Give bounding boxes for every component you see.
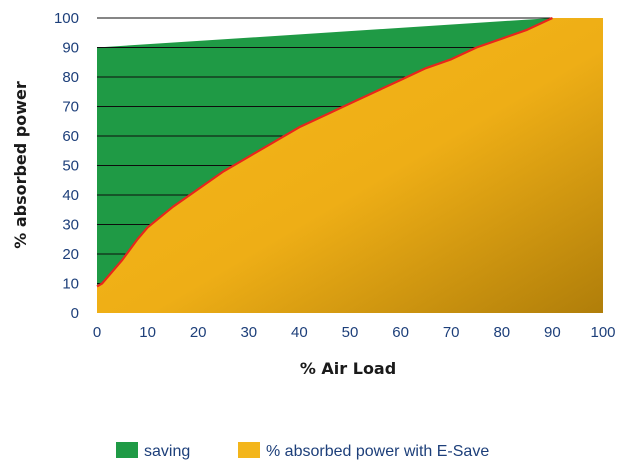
x-axis-title: % Air Load	[300, 359, 396, 378]
y-tick-label: 20	[62, 246, 79, 263]
legend-label: saving	[144, 443, 190, 460]
e-save-area	[97, 18, 603, 313]
y-tick-label: 60	[62, 128, 79, 145]
e-save-curve-line	[96, 17, 553, 288]
y-tick-label: 90	[62, 40, 79, 57]
x-tick-label: 50	[342, 324, 359, 341]
x-tick-label: 60	[392, 324, 409, 341]
y-axis-ticks: 0 10 20 30 40 50 60 70 80 90 100	[54, 10, 79, 322]
x-tick-label: 80	[493, 324, 510, 341]
x-axis-ticks: 0 10 20 30 40 50 60 70 80 90 100	[93, 324, 616, 341]
y-tick-label: 40	[62, 187, 79, 204]
gridlines	[97, 17, 553, 284]
x-tick-label: 40	[291, 324, 308, 341]
legend-swatch	[116, 442, 138, 458]
y-axis-title: % absorbed power	[11, 81, 30, 249]
y-tick-label: 30	[62, 217, 79, 234]
x-tick-label: 100	[590, 324, 615, 341]
x-tick-label: 20	[190, 324, 207, 341]
power-curve	[96, 17, 553, 288]
y-tick-label: 10	[62, 276, 79, 293]
x-tick-label: 70	[443, 324, 460, 341]
x-tick-label: 90	[544, 324, 561, 341]
x-tick-label: 10	[139, 324, 156, 341]
legend: saving % absorbed power with E-Save	[116, 442, 489, 460]
x-tick-label: 30	[240, 324, 257, 341]
y-tick-label: 0	[71, 305, 79, 322]
legend-label: % absorbed power with E-Save	[266, 443, 489, 460]
plot-area	[97, 18, 603, 313]
y-tick-label: 100	[54, 10, 79, 27]
y-tick-label: 50	[62, 158, 79, 175]
legend-swatch	[238, 442, 260, 458]
x-tick-label: 0	[93, 324, 101, 341]
y-tick-label: 70	[62, 99, 79, 116]
y-tick-label: 80	[62, 69, 79, 86]
